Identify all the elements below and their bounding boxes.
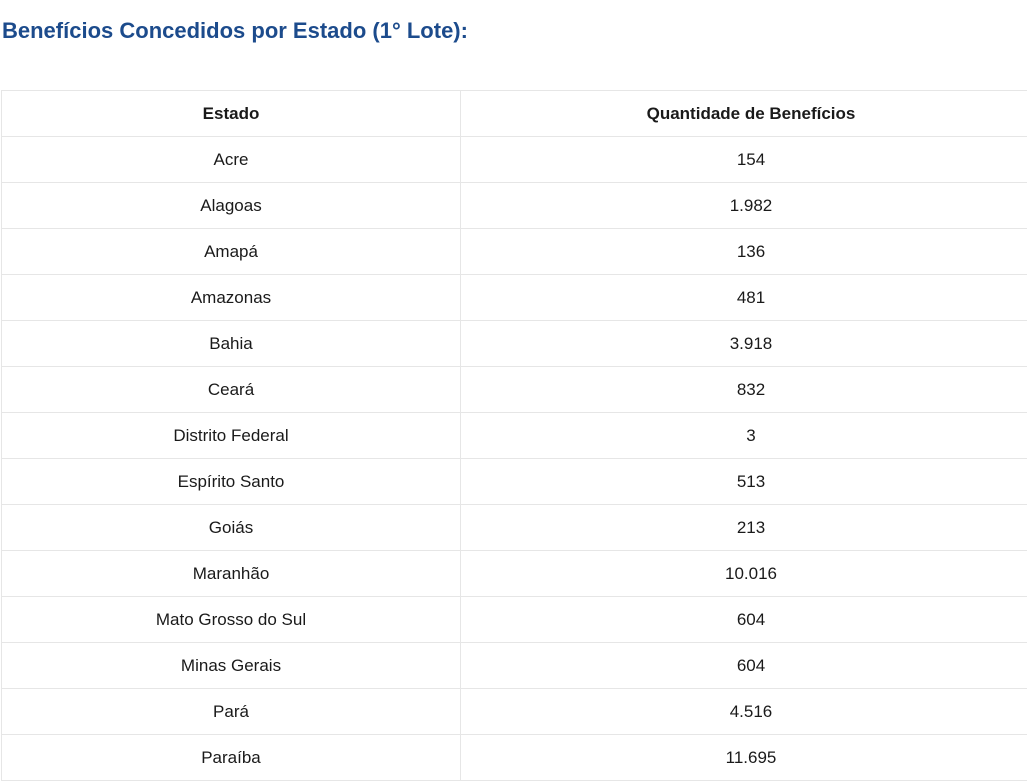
table-row: Bahia 3.918 [2, 321, 1027, 367]
cell-quantidade: 154 [461, 137, 1027, 183]
page-title: Benefícios Concedidos por Estado (1° Lot… [2, 18, 468, 44]
table-row: Acre 154 [2, 137, 1027, 183]
benefits-by-state-table: Estado Quantidade de Benefícios Acre 154… [1, 90, 1027, 781]
cell-quantidade: 604 [461, 597, 1027, 643]
cell-estado: Minas Gerais [2, 643, 461, 689]
cell-estado: Alagoas [2, 183, 461, 229]
cell-quantidade: 11.695 [461, 735, 1027, 781]
cell-estado: Paraíba [2, 735, 461, 781]
table-row: Espírito Santo 513 [2, 459, 1027, 505]
cell-estado: Amapá [2, 229, 461, 275]
table-row: Paraíba 11.695 [2, 735, 1027, 781]
table-row: Ceará 832 [2, 367, 1027, 413]
table-row: Minas Gerais 604 [2, 643, 1027, 689]
cell-estado: Amazonas [2, 275, 461, 321]
cell-quantidade: 481 [461, 275, 1027, 321]
cell-estado: Goiás [2, 505, 461, 551]
cell-quantidade: 3 [461, 413, 1027, 459]
cell-quantidade: 136 [461, 229, 1027, 275]
table-header-row: Estado Quantidade de Benefícios [2, 91, 1027, 137]
cell-estado: Acre [2, 137, 461, 183]
header-quantidade: Quantidade de Benefícios [461, 91, 1027, 137]
cell-estado: Distrito Federal [2, 413, 461, 459]
cell-quantidade: 3.918 [461, 321, 1027, 367]
cell-quantidade: 213 [461, 505, 1027, 551]
cell-quantidade: 832 [461, 367, 1027, 413]
table-row: Distrito Federal 3 [2, 413, 1027, 459]
cell-estado: Maranhão [2, 551, 461, 597]
table-row: Pará 4.516 [2, 689, 1027, 735]
table-row: Maranhão 10.016 [2, 551, 1027, 597]
table-row: Goiás 213 [2, 505, 1027, 551]
table-row: Amazonas 481 [2, 275, 1027, 321]
cell-quantidade: 10.016 [461, 551, 1027, 597]
cell-estado: Mato Grosso do Sul [2, 597, 461, 643]
table-row: Alagoas 1.982 [2, 183, 1027, 229]
benefits-table-container: Estado Quantidade de Benefícios Acre 154… [1, 90, 1027, 781]
cell-quantidade: 1.982 [461, 183, 1027, 229]
table-row: Mato Grosso do Sul 604 [2, 597, 1027, 643]
cell-quantidade: 4.516 [461, 689, 1027, 735]
cell-estado: Pará [2, 689, 461, 735]
table-row: Amapá 136 [2, 229, 1027, 275]
cell-estado: Espírito Santo [2, 459, 461, 505]
cell-quantidade: 604 [461, 643, 1027, 689]
header-estado: Estado [2, 91, 461, 137]
cell-estado: Bahia [2, 321, 461, 367]
cell-estado: Ceará [2, 367, 461, 413]
cell-quantidade: 513 [461, 459, 1027, 505]
